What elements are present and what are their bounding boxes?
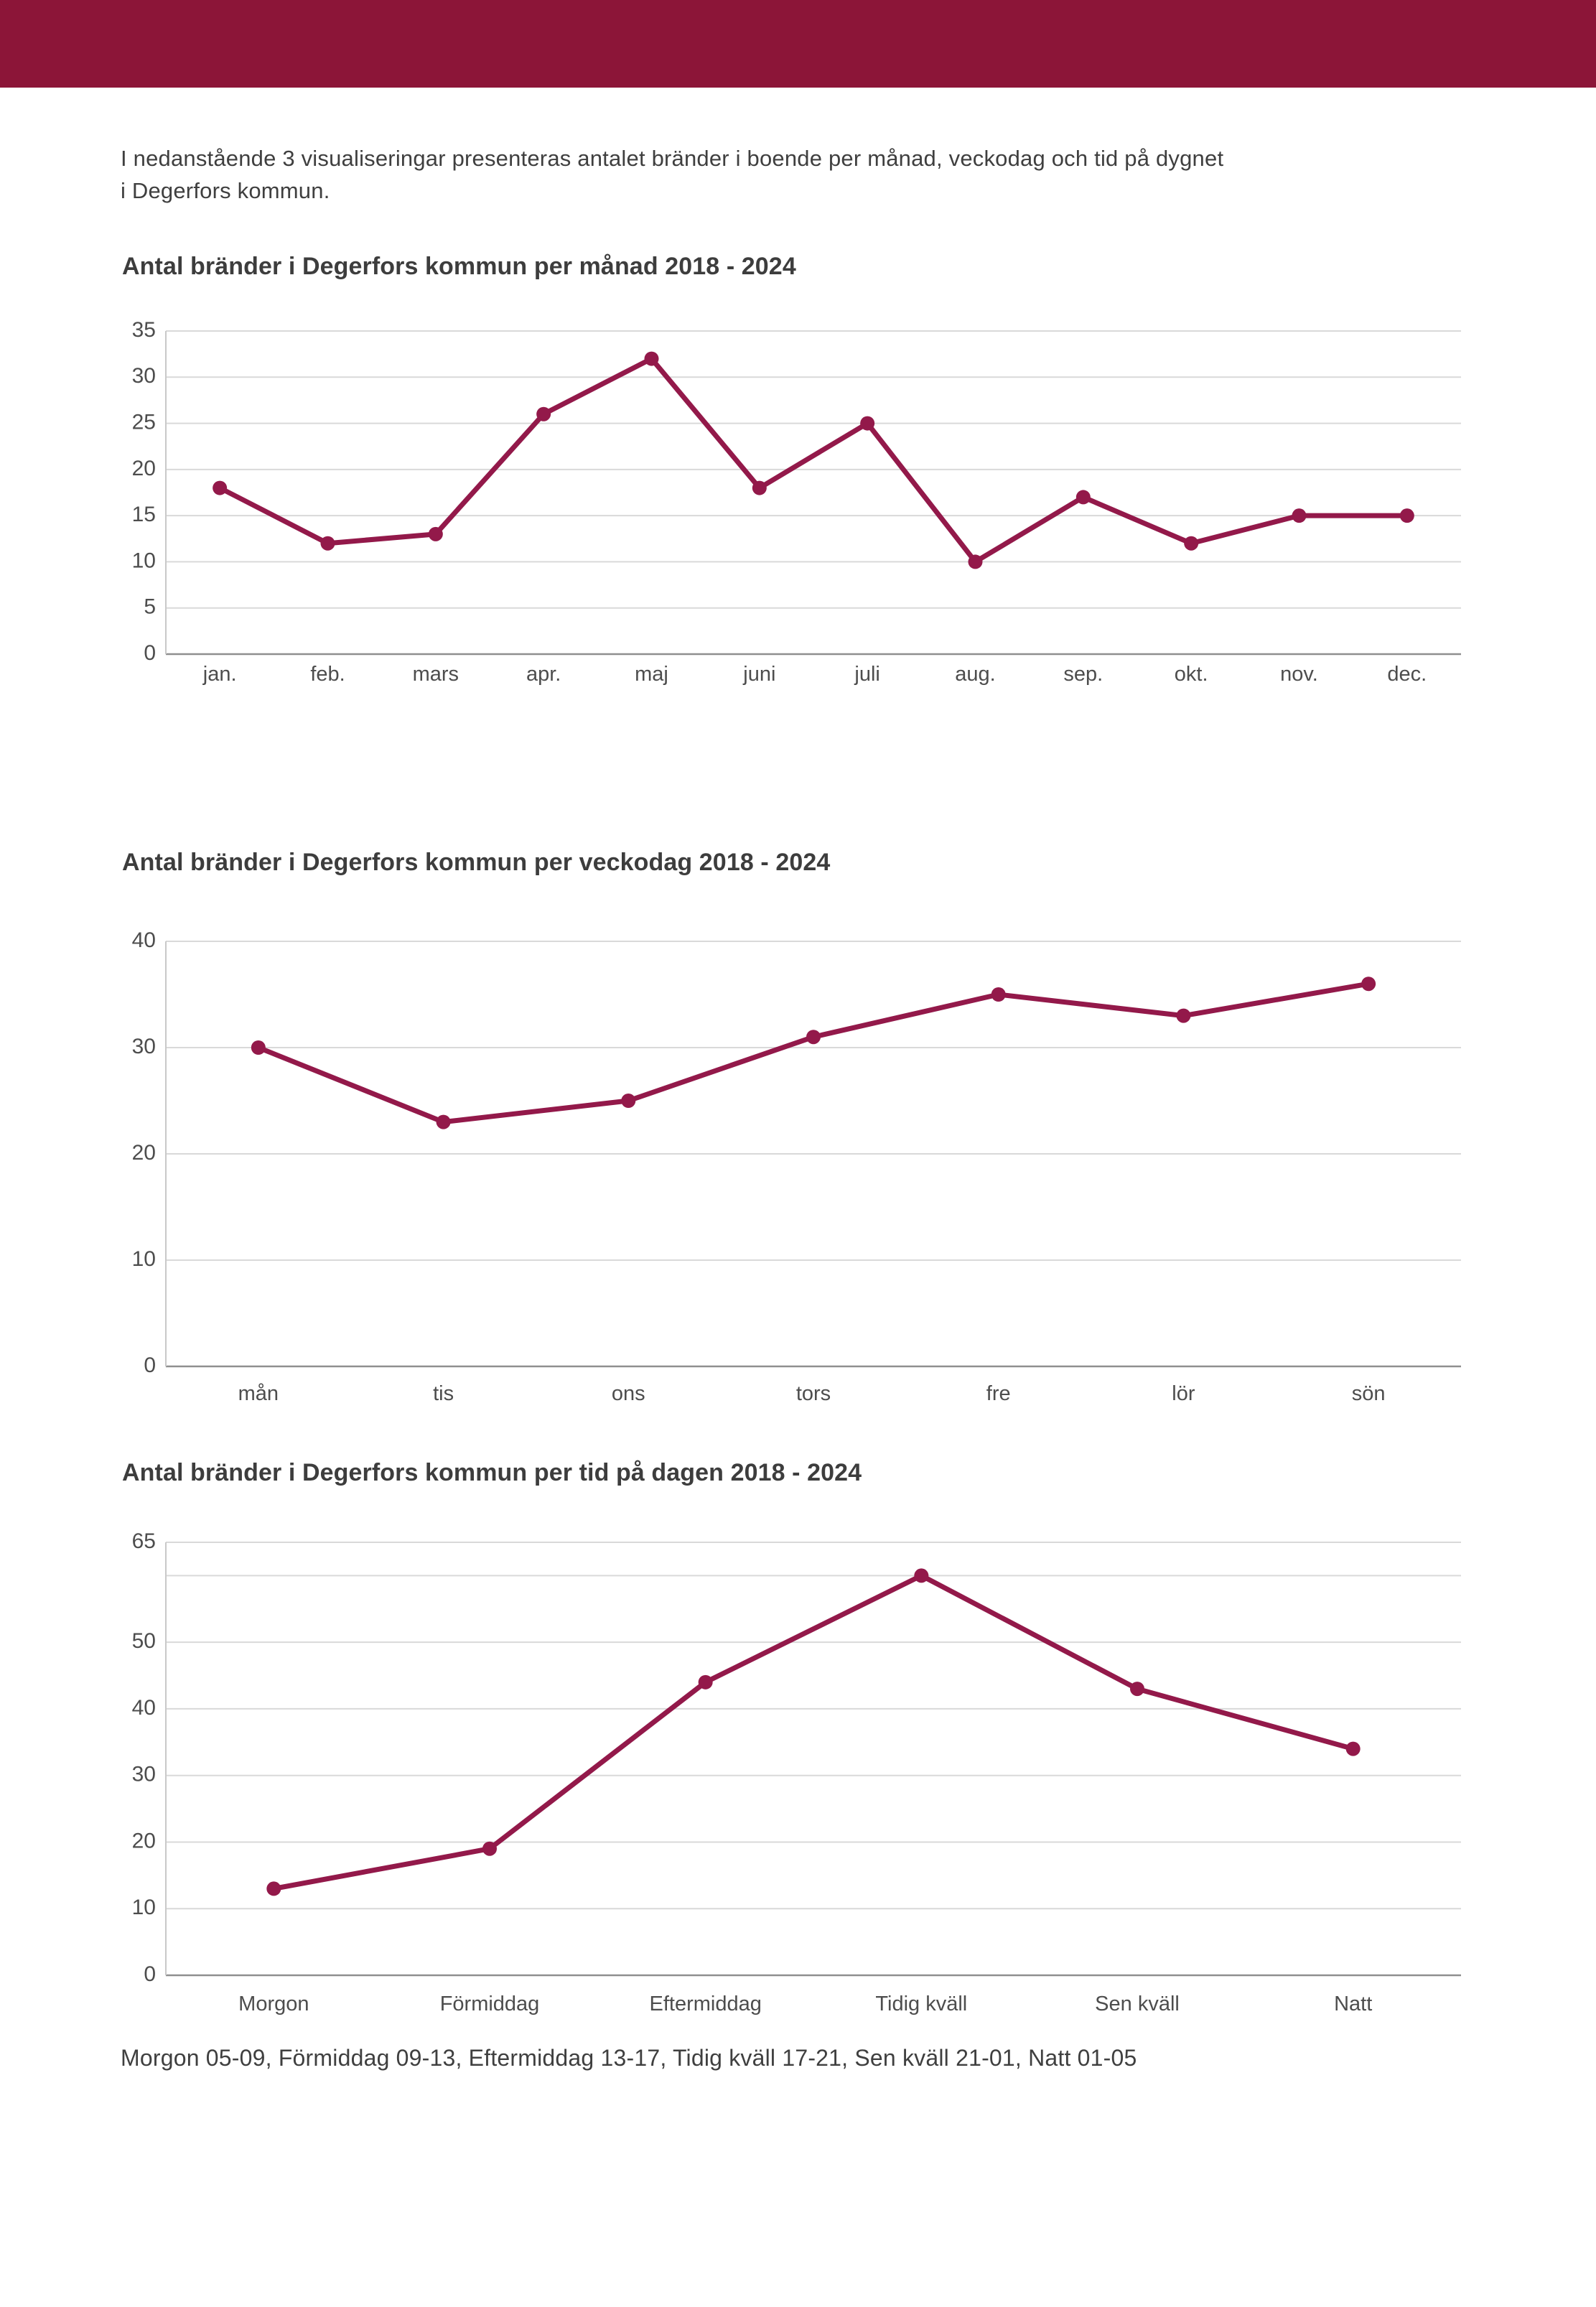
y-axis-tick-label: 20	[132, 1141, 156, 1165]
x-axis-category-label: nov.	[1280, 663, 1318, 686]
monthly-fires-chart: 0 5 10 15 20 25 30 35 jan. feb. mars apr. maj juni jul…	[132, 318, 1461, 686]
data-point	[1399, 508, 1414, 523]
x-axis-category-label: sep.	[1063, 663, 1103, 686]
x-axis-category-label: Förmiddag	[440, 1993, 540, 2015]
data-point	[698, 1674, 713, 1690]
data-point	[536, 406, 551, 421]
y-axis-tick-label: 10	[132, 1247, 156, 1271]
intro-line-2: i Degerfors kommun.	[121, 178, 330, 203]
y-axis-tick-label: 10	[132, 1896, 156, 1919]
x-axis-category-label: okt.	[1175, 663, 1208, 686]
x-axis-category-label: juli	[854, 663, 879, 686]
y-axis-tick-label: 0	[144, 641, 156, 665]
x-axis-category-label: lör	[1172, 1382, 1195, 1405]
x-axis-category-label: tors	[796, 1382, 831, 1405]
time-of-day-fires-chart: 0 10 20 30 40 50 65 Morgon Förmiddag Eftermiddag T…	[132, 1529, 1461, 2015]
data-point	[914, 1568, 929, 1583]
data-point	[1130, 1682, 1144, 1697]
monthly-chart-title: Antal bränder i Degerfors kommun per mån…	[122, 253, 796, 280]
data-point	[482, 1841, 497, 1856]
x-axis-category-label: Sen kväll	[1095, 1993, 1180, 2015]
weekday-fires-chart: 0 10 20 30 40 mån tis ons tors fre lör sön	[132, 928, 1461, 1405]
x-axis-category-label: mån	[238, 1382, 279, 1405]
y-axis-tick-label: 40	[132, 1696, 156, 1720]
y-axis-tick-label: 65	[132, 1529, 156, 1553]
data-point	[1292, 508, 1307, 523]
data-point	[428, 526, 443, 541]
y-axis-tick-label: 20	[132, 457, 156, 480]
data-point	[991, 987, 1006, 1002]
y-axis-tick-label: 10	[132, 549, 156, 572]
data-line	[256, 981, 1371, 1125]
x-axis-category-label: sön	[1352, 1382, 1386, 1405]
top-banner	[0, 0, 1596, 88]
data-point	[752, 480, 767, 495]
x-axis-category-label: juni	[742, 663, 775, 686]
data-point	[213, 480, 228, 495]
data-point	[1075, 490, 1091, 505]
data-point	[436, 1114, 451, 1129]
data-point	[644, 351, 659, 366]
y-axis-tick-label: 0	[144, 1962, 156, 1986]
y-axis-tick-label: 15	[132, 503, 156, 526]
y-axis-tick-label: 30	[132, 1035, 156, 1058]
data-point	[1184, 536, 1199, 551]
x-axis-category-label: apr.	[526, 663, 561, 686]
x-axis-category-label: jan.	[202, 663, 237, 686]
time-of-day-chart-title: Antal bränder i Degerfors kommun per tid…	[122, 1459, 862, 1486]
data-point	[860, 416, 875, 431]
x-axis-category-label: ons	[612, 1382, 645, 1405]
weekday-chart-title: Antal bränder i Degerfors kommun per vec…	[122, 849, 831, 876]
y-axis-tick-label: 30	[132, 364, 156, 388]
y-axis-tick-label: 50	[132, 1629, 156, 1653]
x-axis-category-label: tis	[433, 1382, 454, 1405]
intro-line-1: I nedanstående 3 visualiseringar present…	[121, 146, 1224, 171]
y-axis-tick-label: 30	[132, 1763, 156, 1786]
data-point	[320, 536, 335, 551]
x-axis-category-label: aug.	[955, 663, 995, 686]
intro-text: I nedanstående 3 visualiseringar present…	[121, 142, 1463, 207]
data-point	[266, 1881, 281, 1896]
x-axis-category-label: Natt	[1334, 1993, 1372, 2015]
data-line	[271, 1572, 1356, 1891]
y-axis-tick-label: 20	[132, 1829, 156, 1852]
data-point	[1345, 1741, 1361, 1756]
data-point	[806, 1030, 821, 1045]
y-axis-tick-label: 35	[132, 318, 156, 342]
data-point	[621, 1094, 636, 1108]
x-axis-category-label: mars	[413, 663, 459, 686]
x-axis-category-label: dec.	[1387, 663, 1427, 686]
y-axis-tick-label: 25	[132, 410, 156, 434]
data-point	[251, 1040, 266, 1055]
x-axis-category-label: Eftermiddag	[649, 1993, 761, 2015]
x-axis-category-label: fre	[986, 1382, 1011, 1405]
data-line	[217, 356, 1410, 564]
y-axis-tick-label: 5	[144, 595, 156, 619]
x-axis-category-label: Tidig kväll	[875, 1993, 967, 2015]
y-axis-tick-label: 0	[144, 1353, 156, 1377]
time-range-legend: Morgon 05-09, Förmiddag 09-13, Eftermidd…	[121, 2045, 1137, 2071]
data-point	[1361, 977, 1376, 992]
data-point	[1176, 1008, 1191, 1023]
x-axis-category-label: maj	[635, 663, 668, 686]
y-axis-tick-label: 40	[132, 928, 156, 952]
x-axis-category-label: Morgon	[238, 1993, 309, 2015]
x-axis-category-label: feb.	[310, 663, 345, 686]
data-point	[968, 554, 983, 569]
